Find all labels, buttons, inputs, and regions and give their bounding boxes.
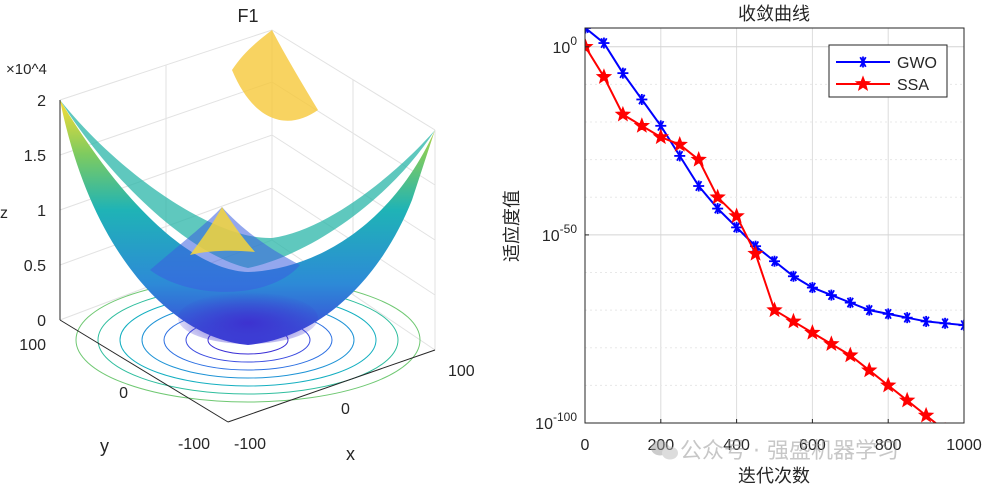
y-axis-label: y <box>100 436 109 456</box>
z-exponent-label: ×10^4 <box>6 61 47 78</box>
point-ssa <box>804 324 821 340</box>
point-gwo <box>598 37 610 49</box>
series-line-ssa <box>585 46 938 423</box>
point-gwo <box>825 289 837 301</box>
x-tick-zero: 0 <box>341 401 350 418</box>
surface-back-wing <box>60 100 435 268</box>
point-gwo <box>806 282 818 294</box>
surface-front-highlight <box>190 207 255 255</box>
point-ssa <box>880 376 897 393</box>
convergence-series <box>585 28 964 423</box>
x-tick-label: 400 <box>723 437 750 454</box>
point-ssa <box>747 245 764 261</box>
point-gwo <box>844 297 856 309</box>
point-ssa <box>898 391 916 408</box>
point-gwo <box>882 308 894 320</box>
point-ssa <box>652 128 669 145</box>
convergence-axes-box <box>584 27 965 424</box>
point-ssa <box>614 105 632 122</box>
y-tick-zero: 0 <box>119 385 128 402</box>
point-ssa <box>861 361 878 378</box>
watermark-text: 公众号 · 强盛机器学习 <box>680 439 899 464</box>
watermark: 公众号 · 强盛机器学习 <box>651 439 899 464</box>
point-gwo <box>863 304 875 316</box>
z-tick-2: 1 <box>37 203 46 220</box>
point-gwo <box>920 315 932 327</box>
point-gwo <box>636 93 648 105</box>
point-ssa <box>917 406 935 423</box>
surface-title: F1 <box>237 6 258 26</box>
legend-box <box>828 44 948 98</box>
point-ssa <box>595 68 613 84</box>
y-tick-labels: 100 10-50 10-100 <box>535 34 589 433</box>
point-gwo <box>617 67 629 79</box>
point-ssa <box>823 335 840 351</box>
point-gwo <box>939 317 951 329</box>
surface-back-peak <box>232 30 318 121</box>
y-tick-label: 10-100 <box>535 410 577 433</box>
convergence-title: 收敛曲线 <box>738 4 810 25</box>
z-axis-label: z <box>0 205 8 222</box>
point-gwo <box>674 150 686 162</box>
x-axis-label: x <box>346 444 355 464</box>
legend[interactable]: GWO SSA <box>828 44 948 98</box>
y-tick-min: -100 <box>178 436 210 453</box>
point-ssa <box>690 151 707 167</box>
point-ssa <box>709 188 726 205</box>
point-ssa <box>728 207 745 224</box>
point-gwo <box>901 312 913 324</box>
point-ssa <box>766 301 783 318</box>
point-gwo <box>693 180 705 192</box>
surface-axes <box>59 100 436 423</box>
point-ssa <box>633 117 651 133</box>
legend-ssa-label: SSA <box>897 77 929 94</box>
y-tick-label: 100 <box>553 34 578 57</box>
surface-bottom-shade <box>178 292 318 344</box>
convergence-ylabel: 适应度值 <box>502 190 523 262</box>
x-tick-min: -100 <box>234 436 266 453</box>
z-ticks: 0 0.5 1 1.5 2 ×10^4 z <box>0 61 47 330</box>
z-tick-0: 0 <box>37 313 46 330</box>
point-gwo <box>787 270 799 282</box>
x-tick-label: 0 <box>581 437 590 454</box>
x-tick-label: 600 <box>799 437 826 454</box>
z-tick-3: 1.5 <box>24 148 46 165</box>
y-tick-label: 10-50 <box>542 222 577 245</box>
wechat-icon <box>651 440 678 460</box>
point-ssa <box>785 312 802 329</box>
x-tick-label: 800 <box>875 437 902 454</box>
point-gwo <box>712 203 724 215</box>
z-tick-1: 0.5 <box>24 258 46 275</box>
point-gwo <box>769 255 780 267</box>
surface-plot: 0 0.5 1 1.5 2 ×10^4 z 100 0 -100 y -100 … <box>0 6 475 464</box>
legend-gwo-label: GWO <box>897 55 937 72</box>
surface-bowl <box>60 100 435 345</box>
point-ssa <box>944 421 946 423</box>
point-gwo <box>731 221 743 233</box>
legend-ssa-marker <box>854 75 872 91</box>
point-ssa <box>671 136 688 152</box>
x-tick-label: 1000 <box>946 437 982 454</box>
x-tick-max: 100 <box>448 363 475 380</box>
legend-ssa-star <box>854 75 872 91</box>
point-ssa <box>842 346 859 363</box>
y-tick-max: 100 <box>19 337 46 354</box>
convergence-xlabel: 迭代次数 <box>738 466 810 486</box>
legend-gwo-marker <box>857 56 869 68</box>
point-gwo <box>958 319 964 331</box>
legend-gwo-asterisk <box>857 56 869 68</box>
z-tick-4: 2 <box>37 93 46 110</box>
